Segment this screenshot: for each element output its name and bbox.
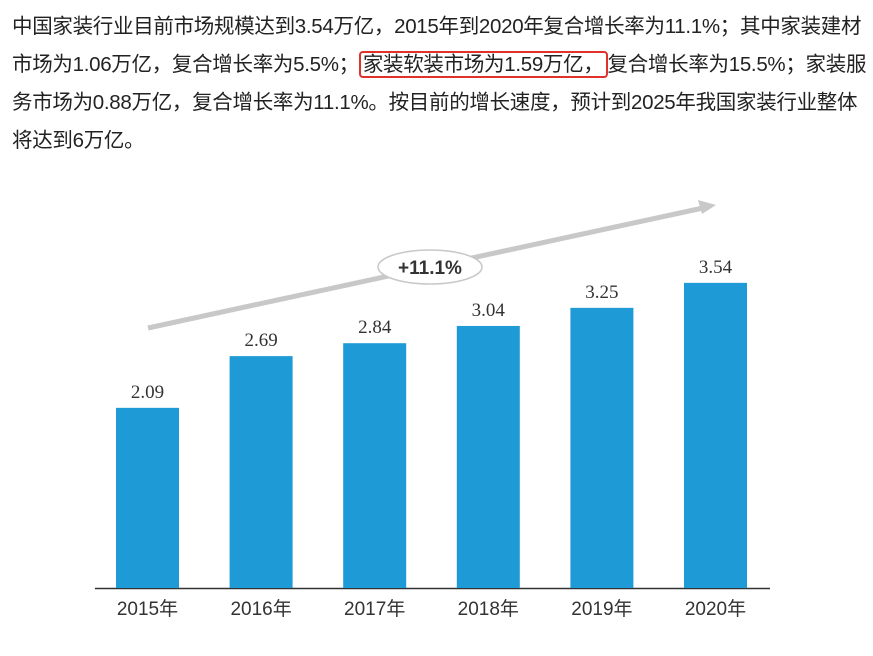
bar-2018 [456, 325, 520, 588]
paragraph-text-after: 复合增长率为15.5%；家装服务市场为0.88万亿，复合增长率为11.1%。按目… [12, 53, 867, 152]
bar-2016 [229, 356, 293, 588]
growth-annotation-ellipse [377, 249, 483, 285]
bar-2015 [116, 407, 179, 588]
data-label: 3.04 [472, 300, 506, 321]
data-label: 3.25 [585, 282, 618, 303]
x-tick-label: 2015年 [117, 598, 178, 620]
x-tick-label: 2019年 [571, 598, 632, 620]
highlighted-text: 家装软装市场为1.59万亿， [358, 51, 608, 78]
x-tick-label: 2018年 [458, 598, 519, 620]
bar-2019 [570, 307, 634, 588]
trend-arrow-head [698, 200, 716, 214]
data-label: 3.54 [699, 257, 733, 278]
data-label: 2.84 [358, 317, 392, 338]
x-tick-label: 2020年 [685, 598, 746, 620]
x-tick-label: 2016年 [230, 598, 291, 620]
data-label: 2.69 [244, 330, 277, 351]
bar-2017 [343, 343, 407, 588]
paragraph-text-before: 中国家装行业目前市场规模达到3.54万亿，2015年到2020年复合增长率为11… [12, 15, 862, 76]
growth-annotation: +11.1% [398, 258, 462, 279]
description-paragraph: 中国家装行业目前市场规模达到3.54万亿，2015年到2020年复合增长率为11… [12, 8, 868, 160]
data-label: 2.09 [131, 382, 164, 403]
bar-2020 [684, 282, 747, 588]
x-tick-label: 2017年 [344, 598, 405, 620]
